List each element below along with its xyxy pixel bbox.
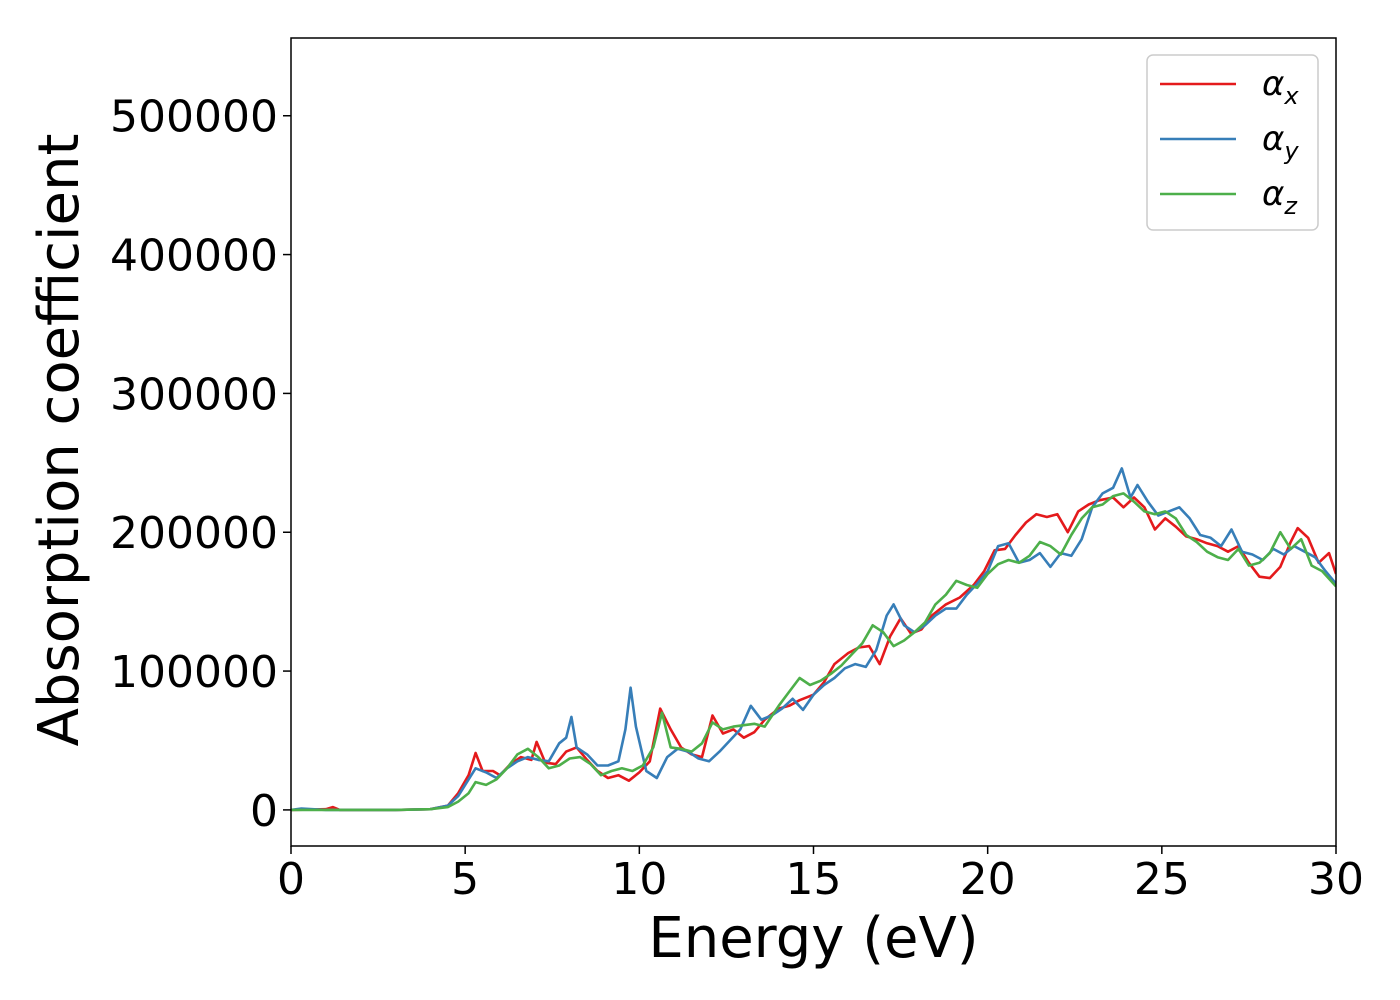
- y-tick-label: 0: [250, 786, 278, 837]
- y-tick-label: 400000: [110, 231, 278, 282]
- x-tick-label: 10: [611, 854, 667, 905]
- y-axis: 0 100000 200000 300000 400000 500000: [110, 92, 291, 837]
- x-axis-label: Energy (eV): [648, 906, 978, 971]
- x-tick-label: 25: [1134, 854, 1190, 905]
- x-tick-label: 15: [786, 854, 842, 905]
- x-axis: 0 5 10 15 20 25 30: [277, 846, 1364, 905]
- series-line-x: [291, 496, 1336, 812]
- legend-label-z: αz: [1262, 174, 1298, 220]
- x-tick-label: 5: [451, 854, 479, 905]
- series-line-y: [291, 467, 1336, 812]
- x-tick-label: 20: [960, 854, 1016, 905]
- y-axis-label: Absorption coefficient: [27, 134, 92, 747]
- series-layer: [291, 467, 1336, 812]
- y-tick-label: 500000: [110, 92, 278, 143]
- legend-box: [1146, 54, 1319, 231]
- y-tick-label: 100000: [110, 647, 278, 698]
- x-tick-label: 0: [277, 854, 305, 905]
- series-line-z: [291, 492, 1336, 812]
- y-tick-label: 200000: [110, 508, 278, 559]
- x-tick-label: 30: [1308, 854, 1364, 905]
- y-tick-label: 300000: [110, 369, 278, 420]
